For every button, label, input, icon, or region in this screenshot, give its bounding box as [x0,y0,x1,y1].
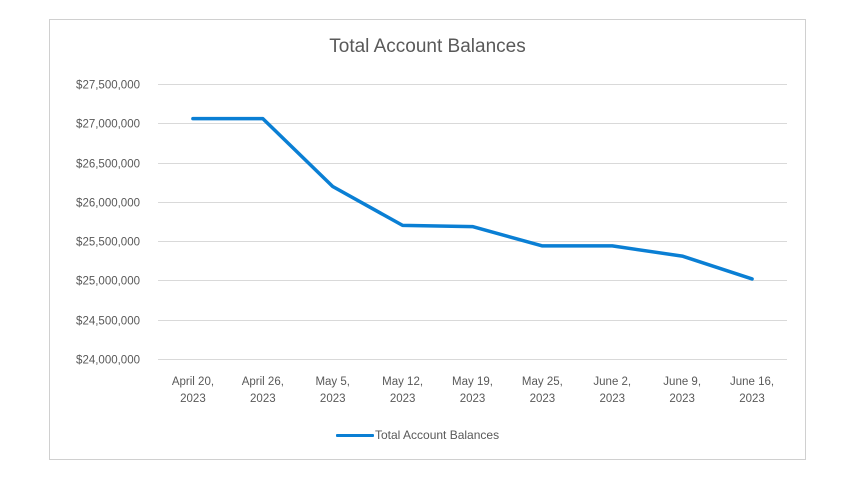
x-tick-label: May 19, [452,376,493,388]
y-tick-label: $25,000,000 [76,276,140,288]
x-tick-label: 2023 [180,393,206,405]
chart-area [49,19,806,460]
y-tick-label: $25,500,000 [76,237,140,249]
y-tick-label: $24,500,000 [76,316,140,328]
x-tick-label: 2023 [460,393,486,405]
x-tick-label: April 26, [242,376,284,388]
x-tick-label: April 20, [172,376,214,388]
y-tick-label: $24,000,000 [76,355,140,367]
y-tick-label: $27,000,000 [76,119,140,131]
legend-label: Total Account Balances [375,428,500,442]
legend-line-icon [336,433,374,437]
x-tick-label: 2023 [320,393,346,405]
x-axis-labels: April 20, 2023 April 26, 2023 May 5, 2023 May … [172,376,774,405]
x-tick-label: 2023 [599,393,625,405]
y-tick-label: $26,500,000 [76,159,140,171]
chart-title: Total Account Balances [329,36,526,57]
gridlines [158,84,787,360]
x-tick-label: 2023 [669,393,695,405]
x-tick-label: May 5, [315,376,350,388]
x-tick-label: 2023 [739,393,765,405]
x-tick-label: May 12, [382,376,423,388]
series-line-total-account-balances[interactable] [191,116,754,281]
y-tick-label: $26,000,000 [76,198,140,210]
x-tick-label: 2023 [530,393,556,405]
x-tick-label: June 2, [593,376,631,388]
y-tick-label: $27,500,000 [76,80,140,92]
x-tick-label: 2023 [390,393,416,405]
x-tick-label: May 25, [522,376,563,388]
y-axis-labels: $24,000,000 $24,500,000 $25,000,000 $25,500… [76,80,140,367]
x-tick-label: 2023 [250,393,276,405]
legend[interactable]: Total Account Balances [336,427,499,443]
x-tick-label: June 16, [730,376,774,388]
x-tick-label: June 9, [663,376,701,388]
